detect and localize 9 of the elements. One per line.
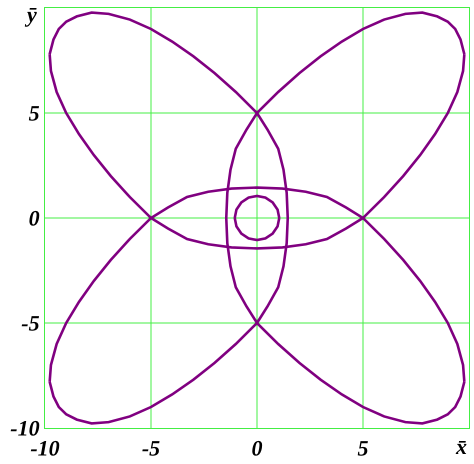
y-tick-label: 0 [28,206,40,231]
x-tick-label: -5 [142,435,160,460]
y-axis-title: ȳ [24,2,37,27]
x-tick-label: 0 [252,435,262,460]
y-tick-label: 5 [28,100,40,126]
x-axis-title: x̄ [455,434,467,459]
y-tick-label: -10 [10,416,40,441]
x-tick-label: 5 [358,435,368,460]
y-tick-label: -5 [21,310,40,336]
